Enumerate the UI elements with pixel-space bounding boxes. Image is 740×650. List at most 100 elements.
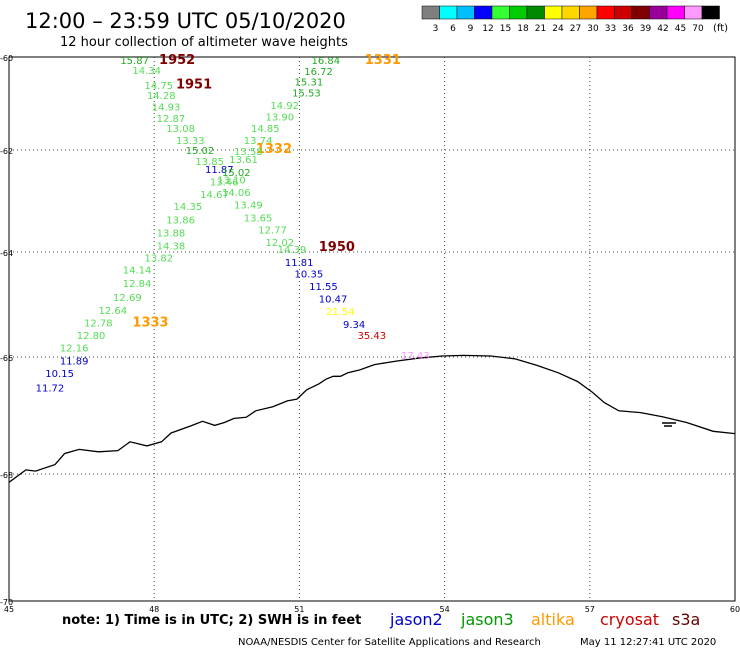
- generated-timestamp: May 11 12:27:41 UTC 2020: [580, 637, 716, 648]
- wave-height-value: 17.43: [401, 351, 430, 362]
- wave-height-value: 13.90: [266, 113, 295, 124]
- legend-unit: (ft): [713, 23, 728, 34]
- pass-time-label: 1951: [176, 77, 212, 92]
- antarctic-coastline-west: [8, 398, 298, 483]
- wave-height-value: 15.87: [120, 56, 149, 67]
- legend-swatch: [491, 5, 510, 20]
- latitude-label: -62: [0, 147, 13, 156]
- wave-height-value: 13.88: [157, 229, 186, 240]
- legend-swatch: [421, 5, 440, 20]
- wave-height-value: 13.74: [244, 136, 273, 147]
- wave-height-value: 13.65: [244, 213, 273, 224]
- latitude-label: -70: [0, 598, 13, 607]
- wave-height-value: 12.64: [99, 306, 128, 317]
- longitude-label: 48: [149, 605, 159, 614]
- longitude-labels: 45 48 51 54 57 60: [4, 605, 740, 614]
- wave-height-value: 12.80: [77, 331, 106, 342]
- legend-tick-label: 6: [450, 24, 456, 34]
- wave-height-value: 14.06: [222, 188, 251, 199]
- satellite-legend: jason2 jason3 altika cryosat s3a: [389, 610, 700, 629]
- wave-height-value: 11.55: [309, 282, 338, 293]
- pass-time-label: 1950: [319, 240, 355, 255]
- wave-height-value: 12.16: [60, 344, 89, 355]
- legend-tick-label: 24: [552, 24, 564, 34]
- legend-swatch: [596, 5, 615, 20]
- wave-height-value: 13.85: [195, 157, 224, 168]
- longitude-label: 51: [294, 605, 304, 614]
- wave-height-value: 14.92: [270, 101, 299, 112]
- swh-color-legend: 3 6 9 12 15 18 21 24 27 30 33 36 39 42 45 70: [421, 5, 720, 34]
- wave-height-value: 11.87: [205, 165, 234, 176]
- wave-height-value: 12.77: [258, 226, 287, 237]
- latitude-label: -60: [0, 54, 13, 63]
- legend-swatch: [561, 5, 580, 20]
- wave-height-value: 13.82: [145, 253, 174, 264]
- credit-text: NOAA/NESDIS Center for Satellite Applica…: [238, 637, 541, 648]
- wave-height-value: 15.31: [295, 78, 324, 89]
- longitude-label: 57: [585, 605, 595, 614]
- wave-height-value: 35.43: [357, 331, 386, 342]
- legend-swatch: [526, 5, 545, 20]
- wave-height-value: 10.15: [45, 369, 74, 380]
- legend-swatch: [614, 5, 633, 20]
- legend-tick-label: 9: [468, 24, 474, 34]
- legend-swatch: [456, 5, 475, 20]
- wave-height-value: 12.78: [84, 318, 113, 329]
- latitude-labels: -60 -62 -64 -66 -68 -70: [0, 54, 13, 607]
- wave-height-value: 11.89: [60, 357, 89, 368]
- legend-swatch: [666, 5, 685, 20]
- legend-tick-label: 42: [657, 24, 668, 34]
- wave-height-value: 13.33: [176, 136, 205, 147]
- wave-height-value: 15.53: [292, 88, 321, 99]
- legend-swatch: [649, 5, 668, 20]
- map-subtitle: 12 hour collection of altimeter wave hei…: [60, 35, 348, 50]
- satellite-name: cryosat: [600, 610, 659, 629]
- wave-height-value: 14.39: [278, 245, 307, 256]
- legend-tick-label: 21: [535, 24, 546, 34]
- map-frame: [8, 56, 736, 602]
- pass-time-label: 1331: [365, 53, 401, 68]
- satellite-name: jason3: [460, 610, 514, 629]
- legend-tick-label: 39: [640, 24, 652, 34]
- longitude-label: 54: [440, 605, 450, 614]
- wave-height-value: 13.10: [217, 176, 246, 187]
- small-island-mark: [662, 422, 676, 427]
- wave-height-value: 11.72: [36, 383, 65, 394]
- satellite-name: altika: [531, 610, 575, 629]
- wave-height-value: 13.08: [166, 124, 195, 135]
- legend-tick-label: 70: [692, 24, 704, 34]
- wave-height-value: 14.67: [200, 190, 229, 201]
- wave-height-value: 10.35: [295, 270, 324, 281]
- units-note: note: 1) Time is in UTC; 2) SWH is in fe…: [62, 613, 361, 628]
- latitude-label: -68: [0, 471, 13, 480]
- legend-swatch: [701, 5, 720, 20]
- lat-lon-grid: [9, 57, 735, 601]
- pass-time-label: 1333: [132, 315, 168, 330]
- wave-height-value: 14.93: [152, 102, 181, 113]
- satellite-name: jason2: [389, 610, 443, 629]
- wave-height-value: 15.02: [222, 168, 251, 179]
- wave-height-value: 12.84: [123, 279, 152, 290]
- wave-height-value: 14.75: [145, 81, 174, 92]
- wave-height-value: 10.47: [319, 295, 348, 306]
- wave-height-value: 14.28: [147, 91, 176, 102]
- legend-tick-label: 45: [675, 24, 686, 34]
- wave-height-value: 14.38: [157, 241, 186, 252]
- latitude-label: -66: [0, 354, 13, 363]
- wave-height-value: 12.69: [113, 293, 142, 304]
- legend-swatch: [631, 5, 650, 20]
- legend-tick-label: 36: [622, 24, 634, 34]
- wave-height-value: 13.46: [210, 178, 239, 189]
- longitude-label: 45: [4, 605, 14, 614]
- satellite-name: s3a: [672, 610, 700, 629]
- legend-tick-label: 30: [587, 24, 599, 34]
- wave-height-value: 15.02: [186, 146, 215, 157]
- latitude-label: -64: [0, 249, 13, 258]
- wave-height-value: 9.34: [343, 320, 365, 331]
- legend-swatch: [439, 5, 458, 20]
- wave-height-value: 13.61: [229, 155, 258, 166]
- legend-swatch: [579, 5, 598, 20]
- wave-height-value: 13.58: [234, 147, 263, 158]
- wave-height-value: 13.49: [234, 201, 263, 212]
